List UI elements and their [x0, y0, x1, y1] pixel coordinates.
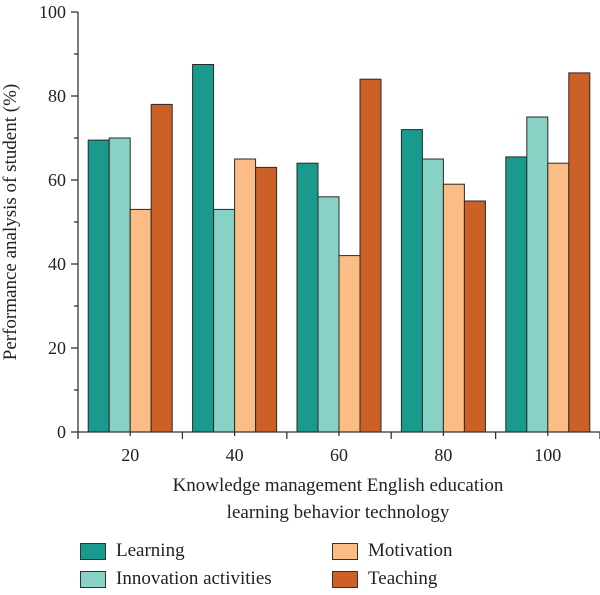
y-tick-label: 60 [48, 170, 66, 190]
x-tick-label: 20 [121, 445, 139, 465]
x-tick-label: 80 [434, 445, 452, 465]
y-tick-label: 0 [57, 422, 66, 442]
bar-motivation-100 [547, 162, 570, 433]
y-tick-label: 100 [39, 2, 66, 22]
bar-teaching-80 [463, 200, 486, 433]
x-axis-title-line2: learning behavior technology [227, 502, 450, 523]
bar-teaching-40 [255, 166, 278, 433]
bar-innovation-activities-80 [421, 158, 444, 433]
bar-innovation-activities-100 [526, 116, 549, 433]
y-axis-title: Performance analysis of student (%) [0, 84, 21, 360]
bar-teaching-100 [568, 72, 591, 433]
bar-innovation-activities-40 [213, 208, 236, 433]
bar-motivation-80 [442, 183, 465, 433]
bar-motivation-40 [234, 158, 257, 433]
bar-learning-20 [87, 139, 110, 433]
bar-teaching-20 [150, 103, 173, 433]
bar-learning-80 [400, 129, 423, 433]
y-tick-label: 80 [48, 86, 66, 106]
bar-teaching-60 [359, 78, 382, 433]
y-tick-label: 40 [48, 254, 66, 274]
bar-learning-100 [505, 156, 528, 433]
bar-innovation-activities-20 [108, 137, 131, 433]
bar-motivation-60 [338, 255, 361, 433]
x-tick-label: 40 [226, 445, 244, 465]
x-axis-title-line1: Knowledge management English education [173, 475, 504, 496]
bar-learning-40 [192, 64, 215, 433]
axes-group: 0 20 40 60 80 100 20 40 60 80 100 [39, 2, 600, 465]
y-tick-label: 20 [48, 338, 66, 358]
bar-motivation-20 [129, 208, 152, 433]
bar-innovation-activities-60 [317, 196, 340, 433]
x-tick-label: 100 [534, 445, 561, 465]
bar-learning-60 [296, 162, 319, 433]
bars-group [87, 64, 591, 433]
x-tick-label: 60 [330, 445, 348, 465]
